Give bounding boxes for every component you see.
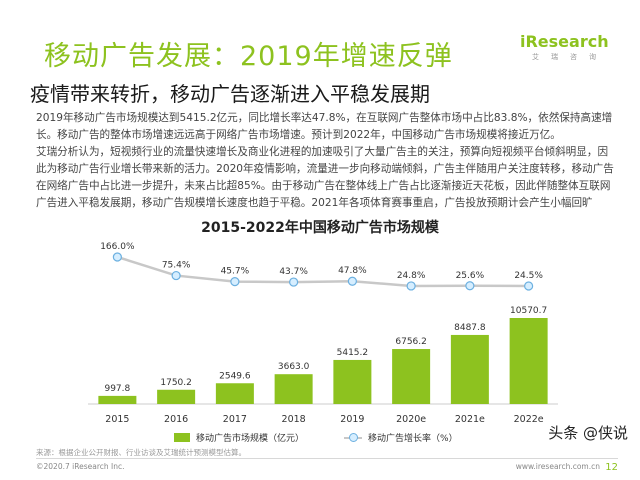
page-subtitle: 疫情带来转折，移动广告逐渐进入平稳发展期 <box>30 82 430 106</box>
bar-label-2018: 3663.0 <box>278 362 310 372</box>
bar-2016 <box>157 389 196 404</box>
website-link[interactable]: www.iresearch.com.cn <box>515 462 600 471</box>
logo-chinese: 艾瑞咨询 <box>532 53 608 61</box>
growth-label-2019: 47.8% <box>338 266 367 276</box>
bar-label-2016: 1750.2 <box>160 378 192 388</box>
bar-2022e <box>509 318 548 404</box>
growth-point-2019 <box>347 276 357 286</box>
page-title: 移动广告发展：2019年增速反弹 <box>44 41 453 72</box>
growth-label-2016: 75.4% <box>162 261 191 271</box>
legend-item-line: 移动广告增长率（%） <box>344 431 458 444</box>
chart-legend: 移动广告市场规模（亿元） 移动广告增长率（%） <box>174 431 498 444</box>
x-tick-2017: 2017 <box>223 414 247 425</box>
x-tick-2016: 2016 <box>164 414 188 425</box>
legend-bar-label: 移动广告市场规模（亿元） <box>196 434 305 444</box>
x-tick-2020e: 2020e <box>396 414 426 425</box>
paragraph-2: 艾瑞分析认为，短视频行业的流量快速增长及商业化进程的加速吸引了大量广告主的关注，… <box>36 146 614 209</box>
legend-line-swatch <box>344 433 363 442</box>
chart-title: 2015-2022年中国移动广告市场规模 <box>201 220 439 236</box>
legend-bar-swatch <box>174 433 190 442</box>
legend-item-bar: 移动广告市场规模（亿元） <box>174 431 304 444</box>
growth-point-2021e <box>465 281 475 291</box>
footer-divider <box>36 458 618 459</box>
growth-rate-line <box>116 255 529 288</box>
body-text: 2019年移动广告市场规模达到5415.2亿元，同比增长率达47.8%，在互联网… <box>36 110 616 212</box>
bar-label-2019: 5415.2 <box>337 348 369 358</box>
bar-2020e <box>392 349 431 404</box>
x-tick-2019: 2019 <box>340 414 364 425</box>
bar-2017 <box>215 383 254 404</box>
legend-line-label: 移动广告增长率（%） <box>368 434 458 444</box>
source-note: 来源：根据企业公开财报、行业访谈及艾瑞统计预测模型估算。 <box>36 448 246 457</box>
growth-point-2022e <box>524 281 534 291</box>
growth-label-2020e: 24.8% <box>397 271 426 281</box>
bar-2021e <box>450 334 489 404</box>
copyright: ©2020.7 iResearch Inc. <box>36 462 125 471</box>
growth-point-2018 <box>289 277 299 287</box>
logo-wordmark: iResearch <box>520 32 609 51</box>
bar-2019 <box>333 359 372 404</box>
x-tick-2022e: 2022e <box>514 414 544 425</box>
bar-label-2017: 2549.6 <box>219 371 251 381</box>
growth-point-2015 <box>112 252 122 262</box>
growth-label-2022e: 24.5% <box>514 271 543 281</box>
x-tick-2018: 2018 <box>282 414 306 425</box>
growth-label-2017: 45.7% <box>221 267 250 277</box>
x-tick-2021e: 2021e <box>455 414 485 425</box>
growth-label-2015: 166.0% <box>100 242 135 252</box>
growth-label-2018: 43.7% <box>279 267 308 277</box>
bar-2018 <box>274 374 313 404</box>
watermark: 头条 @侠说 <box>548 424 628 442</box>
bar-label-2020e: 6756.2 <box>395 337 427 347</box>
bar-label-2022e: 10570.7 <box>510 306 547 316</box>
bar-label-2015: 997.8 <box>104 384 130 394</box>
growth-point-2020e <box>406 281 416 291</box>
bar-2015 <box>98 395 137 404</box>
growth-point-2016 <box>171 270 181 281</box>
page-number: 12 <box>605 462 618 473</box>
iresearch-logo: iResearch 艾瑞咨询 <box>520 32 620 62</box>
growth-point-2017 <box>230 277 240 287</box>
bar-label-2021e: 8487.8 <box>454 323 486 333</box>
x-tick-2015: 2015 <box>105 414 129 425</box>
growth-label-2021e: 25.6% <box>456 271 485 281</box>
paragraph-1: 2019年移动广告市场规模达到5415.2亿元，同比增长率达47.8%，在互联网… <box>36 112 613 141</box>
